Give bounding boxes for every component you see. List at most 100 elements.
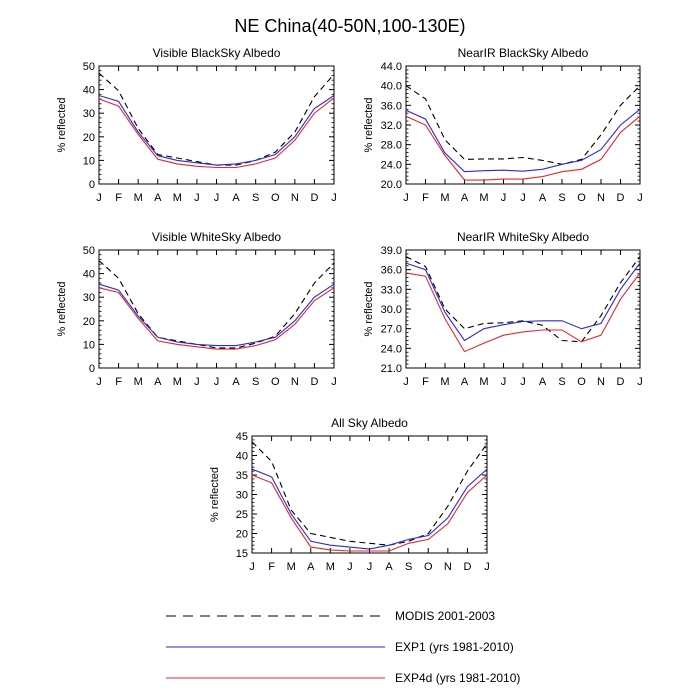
y-tick-label: 32.0 — [381, 120, 402, 132]
x-tick-label: D — [310, 376, 318, 388]
x-tick-label: M — [134, 192, 143, 204]
x-tick-label: J — [367, 561, 373, 573]
y-tick-label: 39.0 — [381, 245, 402, 257]
x-tick-label: A — [307, 561, 315, 573]
panel-title: NearIR WhiteSky Albedo — [457, 230, 589, 244]
y-tick-label: 36.0 — [381, 100, 402, 112]
y-tick-label: 20 — [236, 529, 248, 541]
chart-panel-1: Visible BlackSky Albedo % reflected 0 10 20 3… — [56, 46, 337, 204]
plot-frame — [98, 249, 335, 369]
y-tick-label: 28.0 — [381, 140, 402, 152]
x-tick-label: J — [520, 376, 526, 388]
x-tick-label: O — [577, 376, 586, 388]
y-tick-label: 30.0 — [381, 304, 402, 316]
y-tick-label: 25 — [236, 509, 248, 521]
x-tick-label: O — [577, 192, 586, 204]
x-tick-label: A — [385, 561, 393, 573]
x-tick-label: J — [331, 376, 337, 388]
series-line-2 — [251, 468, 488, 550]
series-line-2 — [98, 94, 335, 166]
figure-title: NE China(40-50N,100-130E) — [234, 16, 465, 36]
legend: MODIS 2001-2003 EXP1 (yrs 1981-2010) EXP4d… — [166, 609, 520, 685]
x-tick-label: F — [422, 192, 429, 204]
x-tick-label: J — [403, 192, 409, 204]
x-tick-label: A — [461, 376, 469, 388]
x-tick-label: D — [617, 192, 625, 204]
series-line-3 — [251, 474, 488, 552]
chart-panel-5: All Sky Albedo % reflected 15 20 25 30 35 40 45 J… — [209, 416, 490, 573]
panel-title: Visible BlackSky Albedo — [153, 46, 281, 60]
x-tick-label: N — [291, 192, 299, 204]
y-tick-label: 21.0 — [381, 363, 402, 375]
x-tick-label: F — [422, 376, 429, 388]
y-tick-label: 36.0 — [381, 265, 402, 277]
x-tick-label: A — [154, 192, 162, 204]
x-tick-label: J — [96, 376, 102, 388]
series-line-1 — [251, 441, 488, 546]
chart-panel-3: Visible WhiteSky Albedo % reflected 0 10 20 3… — [56, 230, 337, 388]
series-line-2 — [405, 262, 641, 342]
series-line-1 — [405, 85, 641, 165]
panel-title: NearIR BlackSky Albedo — [458, 46, 589, 60]
y-tick-label: 33.0 — [381, 284, 402, 296]
x-tick-label: M — [326, 561, 335, 573]
x-tick-label: A — [232, 192, 240, 204]
x-tick-label: J — [214, 376, 220, 388]
series-line-1 — [98, 260, 335, 349]
x-tick-label: D — [617, 376, 625, 388]
x-tick-label: J — [194, 376, 200, 388]
chart-panel-4: NearIR WhiteSky Albedo % reflected 21.0 24.… — [363, 230, 643, 388]
y-tick-label: 0 — [89, 179, 95, 191]
y-axis-label: % reflected — [56, 97, 68, 152]
y-tick-label: 50 — [83, 61, 95, 73]
x-tick-label: M — [440, 376, 449, 388]
x-tick-label: J — [96, 192, 102, 204]
y-tick-label: 40 — [83, 85, 95, 97]
x-tick-label: F — [115, 376, 122, 388]
x-tick-label: D — [310, 192, 318, 204]
x-tick-label: J — [637, 376, 643, 388]
x-tick-label: N — [291, 376, 299, 388]
y-tick-label: 45 — [236, 431, 248, 443]
x-tick-label: F — [268, 561, 275, 573]
legend-label-1: MODIS 2001-2003 — [395, 609, 495, 623]
series-line-1 — [98, 72, 335, 166]
legend-label-2: EXP1 (yrs 1981-2010) — [395, 640, 514, 654]
plot-frame — [251, 435, 488, 554]
y-tick-label: 15 — [236, 548, 248, 560]
x-tick-label: J — [637, 192, 643, 204]
legend-label-3: EXP4d (yrs 1981-2010) — [395, 671, 520, 685]
series-line-3 — [405, 115, 641, 181]
y-tick-label: 30 — [236, 490, 248, 502]
x-tick-label: S — [252, 376, 259, 388]
x-tick-label: F — [115, 192, 122, 204]
x-tick-label: S — [405, 561, 412, 573]
plot-frame — [405, 65, 641, 185]
y-tick-label: 30 — [83, 292, 95, 304]
y-axis-label: % reflected — [363, 281, 375, 336]
chart-panel-2: NearIR BlackSky Albedo % reflected 20.0 24.… — [363, 46, 643, 204]
x-tick-label: A — [539, 376, 547, 388]
x-tick-label: J — [501, 192, 507, 204]
series-line-3 — [405, 272, 641, 353]
x-tick-label: J — [484, 561, 490, 573]
series-line-2 — [405, 108, 641, 173]
y-tick-label: 24.0 — [381, 159, 402, 171]
panel-title: All Sky Albedo — [331, 416, 408, 430]
x-tick-label: J — [347, 561, 353, 573]
y-tick-label: 27.0 — [381, 324, 402, 336]
x-tick-label: M — [287, 561, 296, 573]
y-axis-label: % reflected — [209, 467, 221, 522]
x-tick-label: S — [558, 376, 565, 388]
x-tick-label: M — [173, 376, 182, 388]
x-tick-label: J — [214, 192, 220, 204]
y-tick-label: 44.0 — [381, 61, 402, 73]
y-tick-label: 0 — [89, 363, 95, 375]
x-tick-label: D — [463, 561, 471, 573]
y-tick-label: 40 — [236, 451, 248, 463]
x-tick-label: J — [249, 561, 255, 573]
y-tick-label: 40 — [83, 269, 95, 281]
x-tick-label: M — [173, 192, 182, 204]
x-tick-label: N — [444, 561, 452, 573]
x-tick-label: A — [232, 376, 240, 388]
